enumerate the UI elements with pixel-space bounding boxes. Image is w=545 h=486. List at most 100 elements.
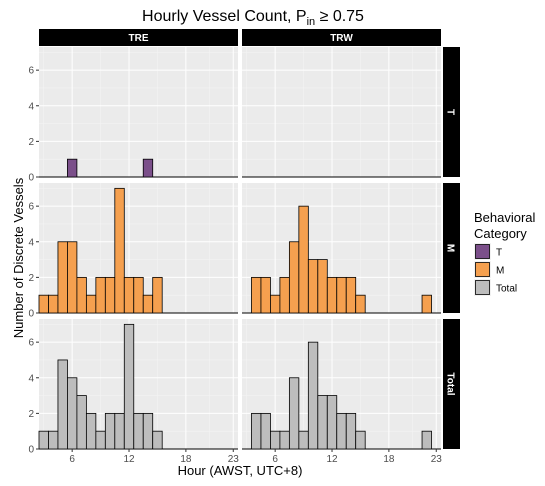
bar-trw-total-h22 (421, 430, 432, 450)
bar-trw-total-h5 (260, 412, 271, 450)
y-tick-label: 0 (28, 309, 34, 320)
chart-title: Hourly Vessel Count, Pin ≥ 0.75 (142, 8, 364, 28)
column-strip-bg-trw (242, 29, 441, 46)
column-strip-bg-tre (39, 29, 238, 46)
column-strip-label-trw: TRW (330, 33, 353, 44)
bar-tre-t-h6 (67, 158, 78, 178)
chart-title-suffix: ≥ 0.75 (315, 8, 364, 25)
y-tick-label: 6 (28, 202, 34, 213)
chart-title-subscript: in (307, 16, 316, 28)
bar-trw-total-h10 (307, 341, 319, 450)
bar-tre-m-h12 (123, 276, 135, 314)
y-tick-label: 2 (28, 409, 34, 420)
y-tick-label: 4 (28, 237, 34, 248)
bar-trw-total-h4 (251, 412, 262, 450)
bar-trw-m-h13 (336, 276, 347, 314)
bar-tre-total-h5 (57, 359, 68, 450)
bar-trw-m-h7 (279, 276, 290, 314)
legend-swatch-total (475, 280, 490, 295)
bar-trw-total-h12 (326, 395, 338, 450)
bar-trw-total-h13 (336, 412, 347, 450)
x-tick-label: 6 (69, 454, 75, 465)
x-tick-label: 6 (272, 454, 278, 465)
panel-tre-total: 0 2 4 6 6 12 18 23 (28, 319, 239, 465)
bar-tre-total-h13 (133, 412, 144, 450)
y-tick-label: 4 (28, 373, 34, 384)
legend-title-line2: Category (474, 226, 527, 241)
column-strip-label-tre: TRE (129, 33, 149, 44)
bar-tre-m-h10 (104, 276, 116, 314)
y-tick-label: 4 (28, 101, 34, 112)
y-tick-label: 0 (28, 173, 34, 184)
bar-trw-total-h15 (355, 430, 366, 450)
bar-tre-m-h4 (48, 294, 59, 314)
bar-tre-m-h13 (133, 276, 144, 314)
panel-trw-t (242, 47, 441, 178)
panel-bg-trw-t (242, 47, 441, 177)
legend-label-t: T (496, 248, 502, 259)
legend-label-m: M (496, 266, 504, 277)
bar-tre-total-h15 (152, 430, 163, 450)
bar-tre-m-h14 (142, 294, 154, 314)
bar-trw-m-h9 (298, 205, 309, 314)
legend-swatch-m (475, 262, 490, 277)
legend-swatch-t (475, 244, 490, 259)
bar-tre-t-h14 (142, 158, 154, 178)
bar-trw-m-h8 (288, 241, 300, 314)
bar-tre-m-h8 (85, 294, 97, 314)
legend-title-line1: Behavioral (474, 210, 536, 225)
bar-tre-total-h11 (114, 412, 125, 450)
bar-trw-total-h9 (298, 430, 309, 450)
row-strip-bg-t (443, 47, 460, 177)
bar-trw-m-h4 (251, 276, 262, 314)
row-strip-label-t: T (445, 109, 456, 115)
y-tick-label: 6 (28, 338, 34, 349)
bar-tre-total-h14 (142, 412, 154, 450)
bar-tre-m-h11 (114, 187, 125, 314)
panel-bg-tre-t (39, 47, 238, 177)
bar-trw-m-h6 (270, 294, 281, 314)
bar-trw-m-h14 (345, 276, 357, 314)
bar-trw-m-h15 (355, 294, 366, 314)
bar-tre-total-h4 (48, 430, 59, 450)
x-tick-label: 12 (326, 454, 338, 465)
y-tick-label: 0 (28, 445, 34, 456)
bar-tre-m-h3 (38, 294, 49, 314)
legend: Behavioral Category TM Total (474, 210, 536, 296)
panel-tre-m: 0 2 4 6 (28, 183, 238, 320)
bar-tre-total-h7 (76, 395, 87, 450)
x-tick-label: 18 (180, 454, 192, 465)
bar-tre-m-h7 (76, 276, 87, 314)
bar-trw-total-h7 (279, 430, 290, 450)
bar-tre-m-h9 (95, 276, 106, 314)
bar-trw-m-h12 (326, 276, 338, 314)
bar-tre-total-h3 (38, 430, 49, 450)
bar-trw-total-h11 (317, 395, 328, 450)
bar-trw-total-h8 (288, 377, 300, 450)
bar-trw-total-h14 (345, 412, 357, 450)
row-strip-label-m: M (445, 244, 456, 252)
x-axis-title: Hour (AWST, UTC+8) (178, 463, 303, 478)
legend-label-total: Total (496, 284, 517, 295)
bar-tre-m-h15 (152, 276, 163, 314)
panel-trw-m (242, 183, 441, 314)
bar-trw-m-h22 (421, 294, 432, 314)
facet-panels: TRE TRW T M Total 0 2 4 6 0 2 4 6 0 2 4 6 6 12 18 23 6 12 18 23 (28, 29, 460, 465)
bar-tre-total-h10 (104, 412, 116, 450)
x-tick-label: 18 (383, 454, 395, 465)
y-axis-title: Number of Discrete Vessels (11, 177, 26, 338)
bar-trw-m-h5 (260, 276, 271, 314)
bar-trw-total-h6 (270, 430, 281, 450)
y-tick-label: 2 (28, 273, 34, 284)
bar-tre-total-h12 (123, 323, 135, 450)
row-strip-label-total: Total (445, 372, 456, 395)
x-tick-label: 12 (123, 454, 135, 465)
panel-trw-total: 6 12 18 23 (242, 319, 442, 465)
row-strip-bg-total (443, 319, 460, 449)
bar-trw-m-h11 (317, 259, 328, 314)
bar-trw-m-h10 (307, 259, 319, 314)
bar-tre-m-h6 (67, 241, 78, 314)
x-tick-label: 23 (228, 454, 240, 465)
panel-tre-t: 0 2 4 6 (28, 47, 238, 184)
